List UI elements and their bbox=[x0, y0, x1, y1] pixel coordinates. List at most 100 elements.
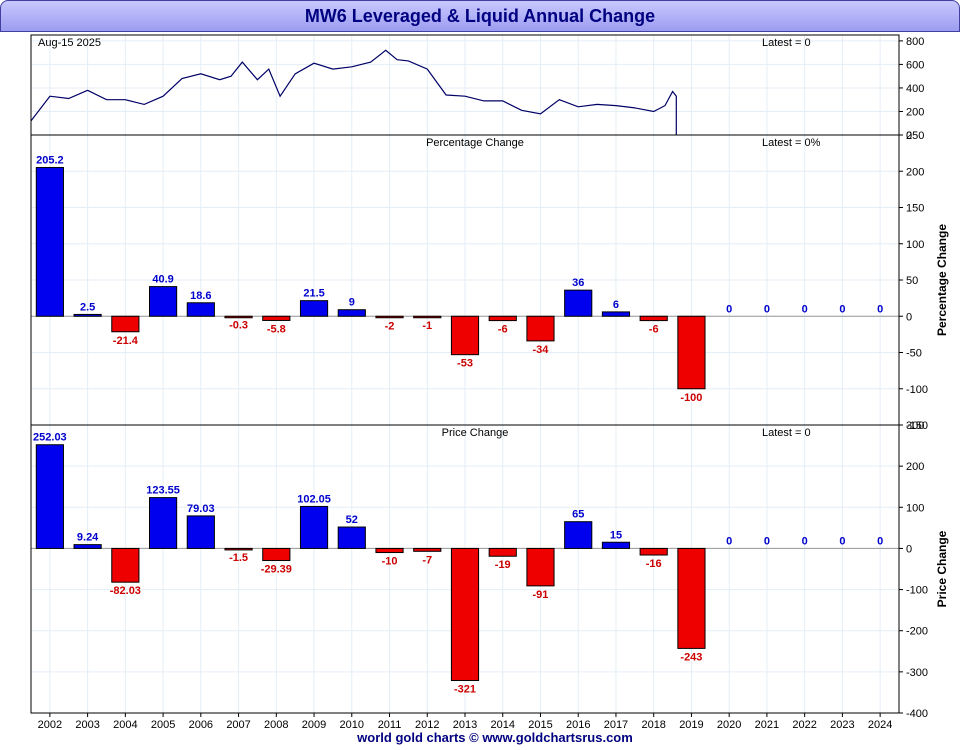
y-tick-label: 200 bbox=[906, 106, 924, 118]
x-tick-label: 2009 bbox=[302, 719, 326, 731]
bar-2005 bbox=[149, 286, 178, 317]
x-tick-label: 2020 bbox=[717, 719, 741, 731]
data-label: -29.39 bbox=[261, 564, 292, 576]
y-axis-label: Percentage Change bbox=[935, 224, 949, 336]
x-tick-label: 2002 bbox=[38, 719, 62, 731]
y-tick-label: -100 bbox=[906, 384, 928, 396]
data-label: 0 bbox=[802, 303, 808, 315]
data-label: 0 bbox=[839, 303, 845, 315]
bar-2010 bbox=[337, 526, 366, 549]
data-label: 0 bbox=[877, 303, 883, 315]
data-label: 0 bbox=[839, 535, 845, 547]
x-tick-label: 2022 bbox=[792, 719, 816, 731]
data-label: 79.03 bbox=[187, 503, 215, 515]
bar-2005 bbox=[149, 497, 178, 549]
data-label: -53 bbox=[457, 358, 473, 370]
bar-2003 bbox=[73, 313, 102, 317]
data-label: -1 bbox=[422, 320, 432, 332]
latest-label: Latest = 0 bbox=[762, 37, 811, 49]
data-label: -1.5 bbox=[229, 552, 248, 564]
x-tick-label: 2024 bbox=[868, 719, 892, 731]
y-tick-label: 200 bbox=[906, 166, 924, 178]
data-label: 0 bbox=[726, 303, 732, 315]
data-label: -2 bbox=[385, 321, 395, 333]
bar-2007 bbox=[224, 315, 253, 319]
price-history-line bbox=[30, 49, 677, 135]
data-label: 0 bbox=[764, 535, 770, 547]
bar-2004 bbox=[111, 315, 140, 333]
data-label: -10 bbox=[382, 556, 398, 568]
data-label: -5.8 bbox=[267, 323, 286, 335]
data-label: 205.2 bbox=[36, 154, 64, 166]
data-label: -19 bbox=[495, 559, 511, 571]
y-tick-label: 100 bbox=[906, 502, 924, 514]
data-label: -34 bbox=[533, 344, 550, 356]
x-tick-label: 2007 bbox=[226, 719, 250, 731]
x-tick-label: 2006 bbox=[189, 719, 213, 731]
bar-2012 bbox=[413, 315, 442, 319]
data-label: 9 bbox=[349, 297, 355, 309]
y-tick-label: -400 bbox=[906, 708, 928, 720]
data-label: 9.24 bbox=[77, 532, 99, 544]
data-label: 65 bbox=[572, 509, 584, 521]
data-label: 40.9 bbox=[152, 274, 173, 286]
bar-2016 bbox=[564, 289, 593, 317]
y-tick-label: 600 bbox=[906, 59, 924, 71]
bar-2011 bbox=[375, 547, 404, 554]
y-tick-label: -200 bbox=[906, 626, 928, 638]
x-tick-label: 2018 bbox=[641, 719, 665, 731]
bar-2017 bbox=[601, 541, 631, 549]
x-tick-label: 2008 bbox=[264, 719, 288, 731]
bar-2008 bbox=[262, 547, 291, 562]
bar-2009 bbox=[299, 505, 329, 549]
x-tick-label: 2010 bbox=[340, 719, 364, 731]
data-label: -0.3 bbox=[229, 319, 248, 331]
bar-2008 bbox=[262, 315, 291, 321]
data-label: 102.05 bbox=[297, 493, 331, 505]
x-tick-label: 2011 bbox=[378, 719, 402, 731]
bar-2006 bbox=[186, 515, 215, 549]
bar-2007 bbox=[224, 547, 253, 551]
data-label: 15 bbox=[610, 529, 622, 541]
bar-2009 bbox=[299, 300, 329, 317]
data-label: -6 bbox=[649, 324, 659, 336]
bar-2013 bbox=[450, 315, 480, 356]
data-label: -100 bbox=[680, 392, 702, 404]
data-label: -82.03 bbox=[110, 585, 141, 597]
bar-2012 bbox=[413, 547, 442, 552]
data-label: 0 bbox=[764, 303, 770, 315]
bar-2014 bbox=[488, 315, 517, 322]
y-tick-label: -100 bbox=[906, 585, 928, 597]
bar-2018 bbox=[639, 315, 668, 322]
data-label: 21.5 bbox=[303, 288, 324, 300]
y-tick-label: 100 bbox=[906, 239, 924, 251]
y-tick-label: 250 bbox=[906, 130, 924, 142]
bar-2011 bbox=[375, 315, 404, 319]
panel-subtitle: Percentage Change bbox=[426, 137, 524, 149]
data-label: 2.5 bbox=[80, 301, 95, 313]
latest-label: Latest = 0% bbox=[762, 137, 821, 149]
x-tick-label: 2003 bbox=[75, 719, 99, 731]
bar-2019 bbox=[677, 547, 706, 649]
x-tick-label: 2012 bbox=[415, 719, 439, 731]
y-tick-label: -300 bbox=[906, 667, 928, 679]
y-tick-label: 300 bbox=[906, 420, 924, 432]
y-tick-label: 0 bbox=[906, 130, 912, 142]
data-label: 0 bbox=[877, 535, 883, 547]
bar-2015 bbox=[526, 315, 555, 342]
bar-2002 bbox=[35, 166, 64, 317]
y-axis-label: Price Change bbox=[935, 530, 949, 607]
x-tick-label: 2015 bbox=[528, 719, 552, 731]
bar-2006 bbox=[186, 302, 215, 317]
bar-2002 bbox=[35, 444, 64, 549]
bar-2019 bbox=[677, 315, 706, 390]
data-label: 0 bbox=[726, 535, 732, 547]
x-tick-label: 2017 bbox=[604, 719, 628, 731]
data-label: -91 bbox=[533, 589, 549, 601]
x-tick-label: 2005 bbox=[151, 719, 175, 731]
panel-subtitle: Price Change bbox=[442, 427, 509, 439]
y-tick-label: -50 bbox=[906, 348, 922, 360]
data-label: 252.03 bbox=[33, 432, 67, 444]
